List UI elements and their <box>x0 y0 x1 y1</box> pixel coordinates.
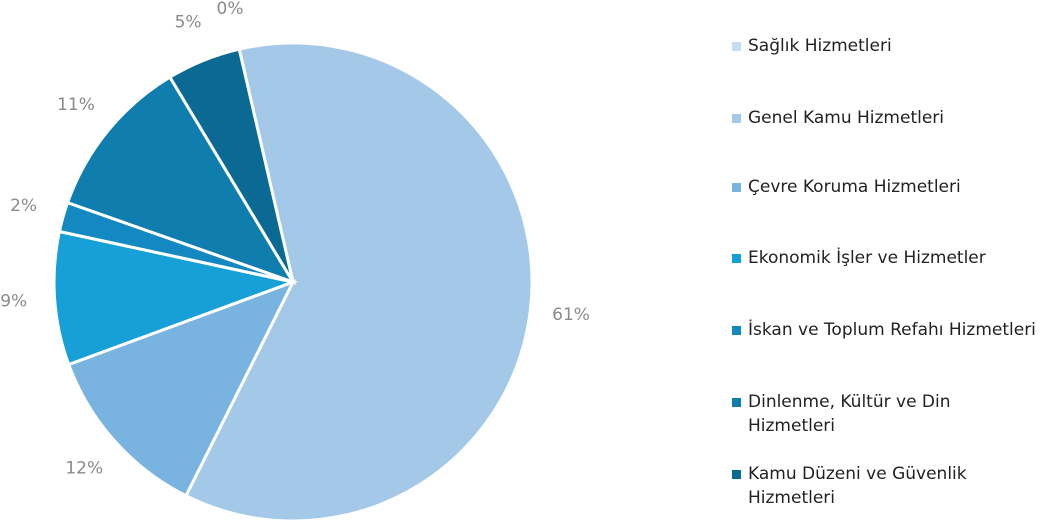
slice-label: 61% <box>552 305 590 325</box>
legend-label: Kamu Düzeni ve Güvenlik Hizmetleri <box>748 464 967 508</box>
legend-label: Ekonomik İşler ve Hizmetler <box>748 248 986 268</box>
legend-swatch <box>732 114 741 123</box>
legend-swatch <box>732 398 741 407</box>
legend-label: Sağlık Hizmetleri <box>748 36 892 56</box>
legend-item: İskan ve Toplum Refahı Hizmetleri <box>732 318 1058 342</box>
legend-item: Çevre Koruma Hizmetleri <box>732 175 1058 199</box>
legend-label: İskan ve Toplum Refahı Hizmetleri <box>748 320 1036 340</box>
legend-item: Ekonomik İşler ve Hizmetler <box>732 246 1058 270</box>
slice-label: 2% <box>10 196 37 216</box>
slice-label: 5% <box>175 12 202 32</box>
legend-item: Dinlenme, Kültür ve Din Hizmetleri <box>732 390 1058 438</box>
legend-swatch <box>732 42 741 51</box>
slice-label: 0% <box>217 0 244 19</box>
legend-label: Genel Kamu Hizmetleri <box>748 108 945 128</box>
legend-item: Genel Kamu Hizmetleri <box>732 106 1058 130</box>
pie-chart: 0% 61% 12% 9% 2% 11% 5% <box>0 0 590 523</box>
pie-slice <box>65 75 297 285</box>
pie-slice <box>183 41 534 523</box>
legend-label: Çevre Koruma Hizmetleri <box>748 177 961 197</box>
pie-slice <box>167 47 295 283</box>
legend-swatch <box>732 183 741 192</box>
pie-slice <box>66 279 297 498</box>
legend-swatch <box>732 326 741 335</box>
legend-item: Sağlık Hizmetleri <box>732 34 1058 58</box>
pie-slice <box>52 229 299 367</box>
legend-swatch <box>732 254 741 263</box>
legend-swatch <box>732 470 741 479</box>
slice-label: 11% <box>57 95 95 115</box>
legend-label: Dinlenme, Kültür ve Din Hizmetleri <box>748 392 951 436</box>
slice-label: 9% <box>0 292 27 312</box>
slice-label: 12% <box>65 459 103 479</box>
legend-item: Kamu Düzeni ve Güvenlik Hizmetleri <box>732 462 1058 510</box>
